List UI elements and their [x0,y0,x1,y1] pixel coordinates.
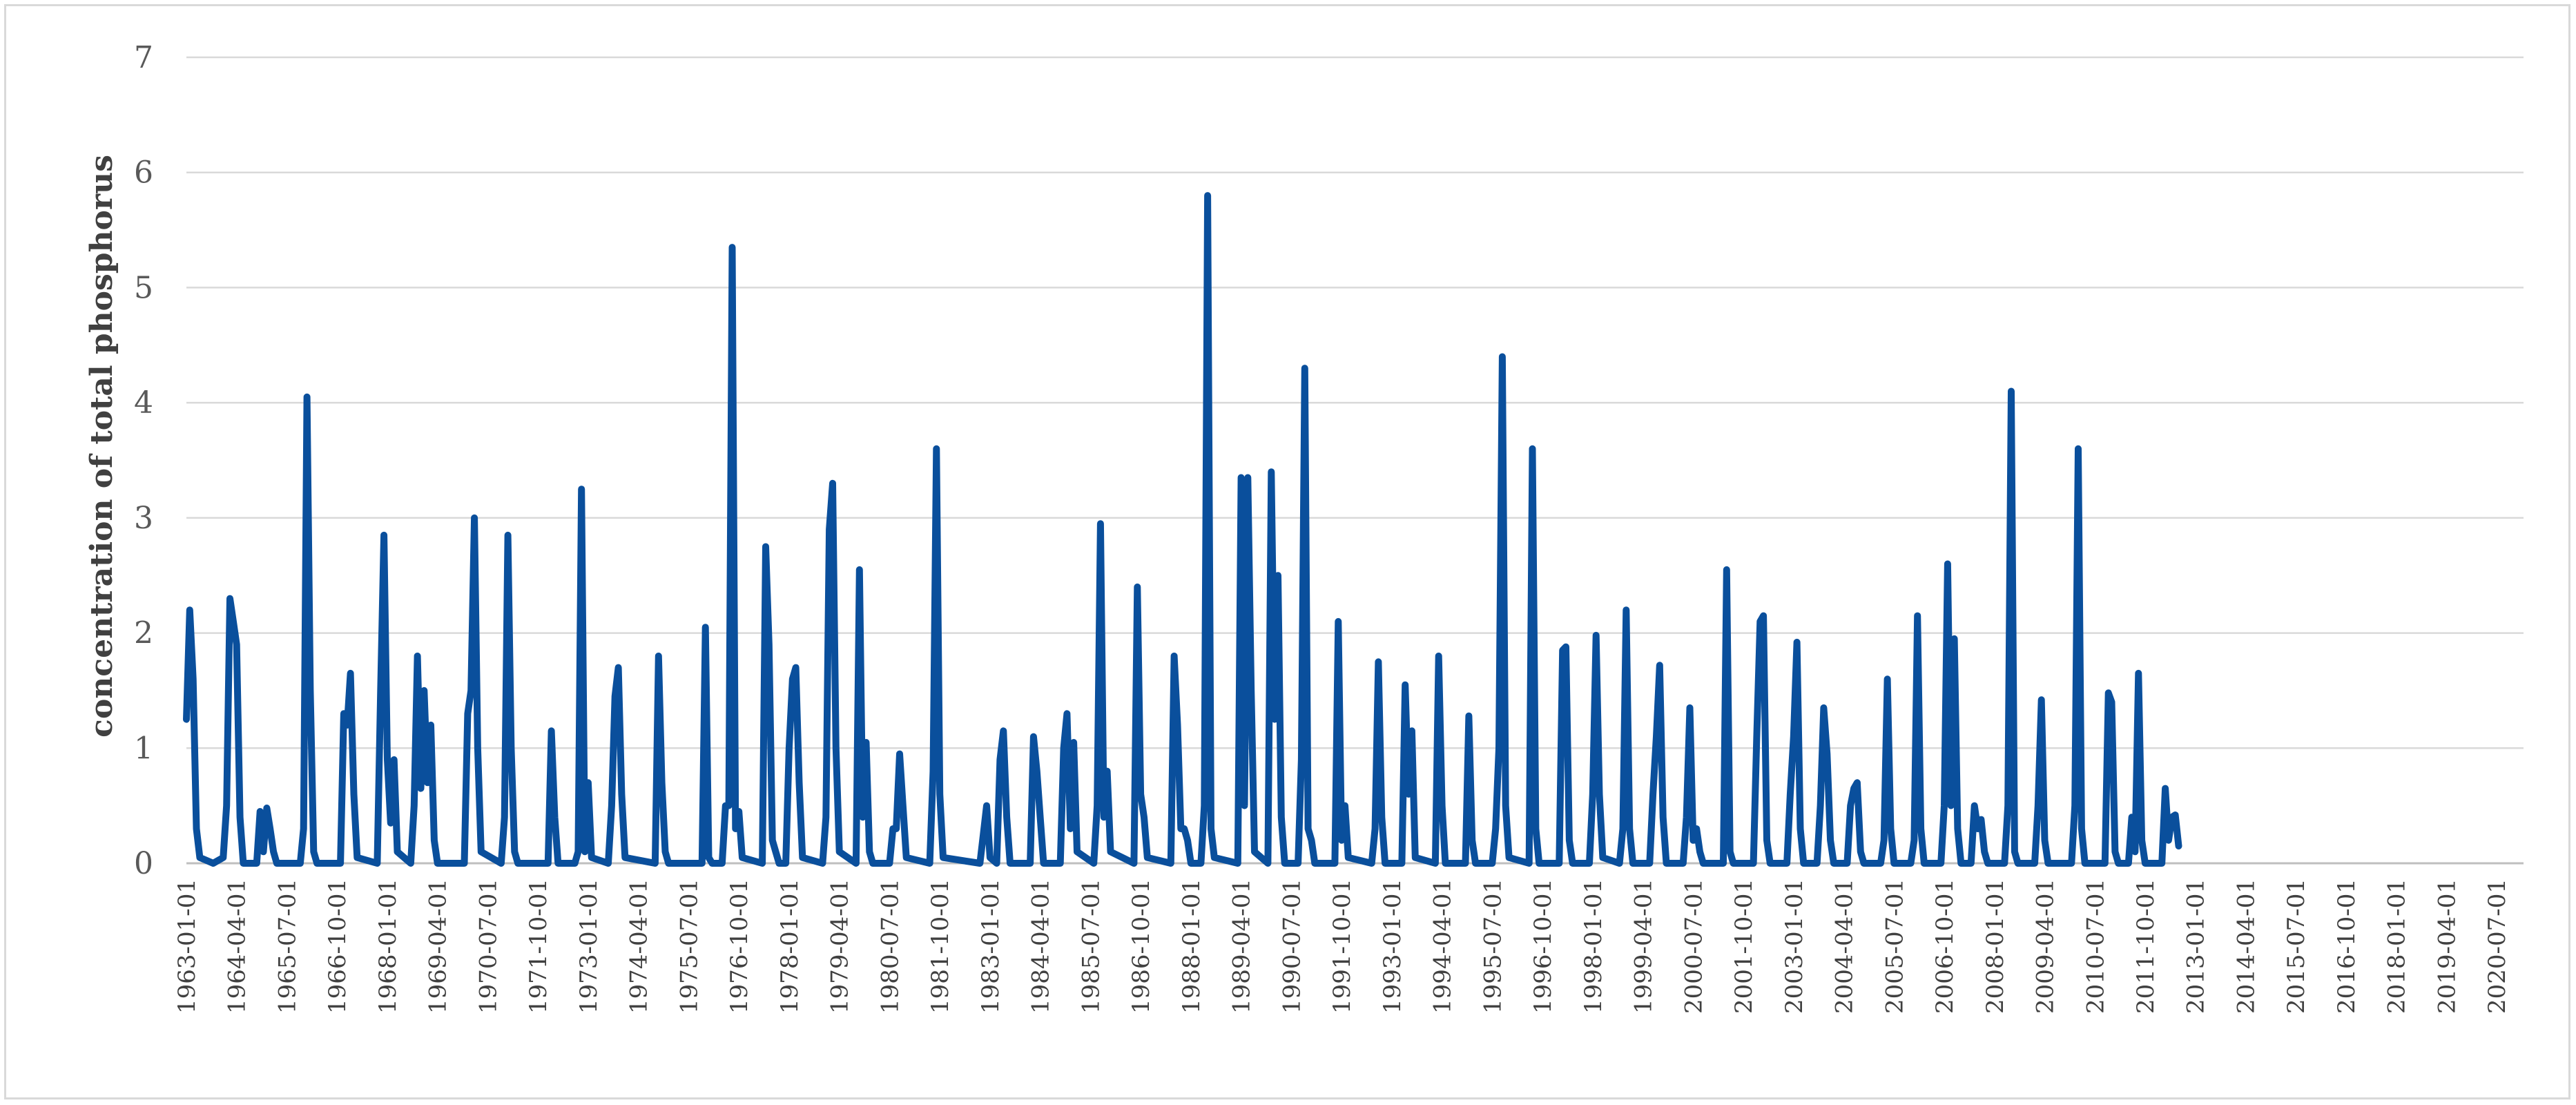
x-tick-label: 1966-10-01 [324,878,351,1014]
y-tick-label: 1 [134,731,153,766]
x-tick-label: 1968-01-01 [374,878,402,1014]
chart-frame [4,4,2570,1099]
x-tick-label: 2015-07-01 [2283,878,2310,1014]
x-tick-label: 2019-04-01 [2433,878,2461,1014]
x-tick-label: 1984-04-01 [1027,878,1055,1014]
x-tick-label: 2016-10-01 [2333,878,2361,1014]
x-tick-label: 2009-04-01 [2032,878,2060,1014]
series-line [183,192,2182,867]
y-tick-label: 7 [134,40,153,75]
x-tick-label: 2011-10-01 [2132,878,2160,1014]
x-tick-label: 1996-10-01 [1529,878,1557,1014]
x-tick-label: 1969-04-01 [425,878,452,1014]
x-tick-label: 1978-01-01 [776,878,804,1014]
x-tick-label: 1963-01-01 [173,878,201,1014]
x-tick-label: 2020-07-01 [2483,878,2511,1014]
x-tick-label: 1983-01-01 [977,878,1005,1014]
y-tick-label: 3 [134,501,153,536]
y-tick-label: 0 [134,846,153,881]
x-tick-label: 1994-04-01 [1429,878,1457,1014]
y-axis-title: concentration of total phosphorus [84,155,119,738]
x-tick-label: 1998-01-01 [1580,878,1607,1014]
x-tick-label: 1973-01-01 [575,878,603,1014]
x-tick-label: 1970-07-01 [474,878,502,1014]
x-tick-label: 2018-01-01 [2383,878,2411,1014]
x-tick-label: 1993-01-01 [1379,878,1406,1014]
series-layer [183,192,2182,867]
x-tick-label: 2013-01-01 [2182,878,2210,1014]
x-tick-label: 2005-07-01 [1881,878,1908,1014]
y-tick-label: 4 [134,385,153,421]
x-tick-label: 1965-07-01 [273,878,301,1014]
x-tick-label: 1985-07-01 [1077,878,1105,1014]
y-tick-label: 2 [134,616,153,651]
x-tick-label: 2006-10-01 [1931,878,1959,1014]
x-tick-label: 1988-01-01 [1178,878,1205,1014]
x-tick-label: 1974-04-01 [626,878,653,1014]
gridlines [186,56,2524,865]
y-tick-label: 5 [134,270,153,305]
x-tick-labels: 1963-01-01 1964-04-01 1965-07-01 1966-10-01… [173,878,2511,1014]
x-tick-label: 1975-07-01 [675,878,703,1014]
x-tick-label: 1991-10-01 [1328,878,1356,1014]
x-tick-label: 1986-10-01 [1127,878,1155,1014]
y-tick-label: 6 [134,155,153,191]
x-tick-label: 1999-04-01 [1630,878,1658,1014]
x-tick-label: 1989-04-01 [1228,878,1256,1014]
x-tick-label: 2008-01-01 [1982,878,2009,1014]
x-tick-label: 1979-04-01 [826,878,854,1014]
x-tick-label: 2003-01-01 [1781,878,1808,1014]
x-tick-label: 1981-10-01 [927,878,954,1014]
x-tick-label: 1980-07-01 [876,878,904,1014]
x-tick-label: 2001-10-01 [1730,878,1758,1014]
x-tick-label: 1964-04-01 [224,878,251,1014]
x-tick-label: 1971-10-01 [525,878,552,1014]
x-tick-label: 2014-04-01 [2232,878,2260,1014]
x-tick-label: 1976-10-01 [726,878,753,1014]
x-tick-label: 2010-07-01 [2082,878,2109,1014]
x-tick-label: 1990-07-01 [1278,878,1306,1014]
x-tick-label: 2004-04-01 [1831,878,1859,1014]
x-tick-label: 2000-07-01 [1680,878,1707,1014]
x-tick-label: 1995-07-01 [1479,878,1507,1014]
y-tick-labels: 0 1 2 3 4 5 6 7 [134,40,153,881]
